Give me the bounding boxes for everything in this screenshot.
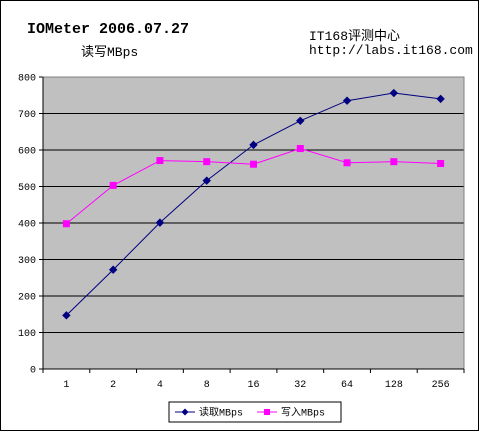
y-tick-label: 300 [18,256,36,267]
series-2 [62,145,445,228]
x-tick-label: 8 [204,380,210,391]
data-point [62,311,71,320]
legend-item-2: 写入MBps [257,407,325,420]
data-point [156,157,164,165]
y-tick-label: 400 [18,220,36,231]
chart-title: IOMeter 2006.07.27 [27,21,190,38]
y-tick-labels: 0 100 200 300 400 500 600 700 800 [18,74,36,377]
x-tick-label: 256 [432,380,450,391]
x-tick-labels: 1 2 4 8 16 32 64 128 256 [63,380,449,391]
chart-subtitle: 读写MBps [81,45,139,60]
legend: 读取MBps 写入MBps [168,401,342,423]
data-point [437,160,445,168]
data-point [389,88,399,98]
y-tick-label: 100 [18,329,36,340]
data-point [249,140,258,150]
series-1 [62,88,445,320]
legend-label: 读取MBps [199,406,243,420]
org-name: IT168评测中心 [309,29,401,44]
data-point [108,265,118,274]
legend-box [168,401,342,423]
legend-item-1: 读取MBps [175,406,243,420]
series-layer [62,88,445,320]
data-point [203,158,211,166]
x-tick-label: 64 [341,380,353,391]
data-point [155,218,165,227]
x-tick-label: 32 [294,380,306,391]
data-point [296,145,304,153]
data-point [436,94,445,104]
data-point [390,158,398,166]
axes [42,76,465,373]
x-tick-label: 2 [110,380,116,391]
y-tick-label: 600 [18,147,36,158]
data-point [109,181,117,189]
y-tick-label: 700 [18,110,36,121]
data-point [343,159,351,167]
x-tick-label: 1 [63,380,69,391]
y-tick-label: 800 [18,74,36,85]
y-tick-label: 200 [18,293,36,304]
legend-label: 写入MBps [281,407,325,420]
legend-marker [181,408,189,416]
x-tick-label: 4 [157,380,163,391]
legend-marker [264,409,270,415]
x-tick-label: 128 [385,380,403,391]
x-tick-label: 16 [247,380,259,391]
data-point [62,220,70,228]
data-point [342,96,352,105]
data-point [250,160,257,168]
y-tick-label: 0 [30,366,36,377]
org-url: http://labs.it168.com [309,43,473,58]
y-tick-label: 500 [18,183,36,194]
data-point [296,116,305,126]
data-point [202,176,211,185]
